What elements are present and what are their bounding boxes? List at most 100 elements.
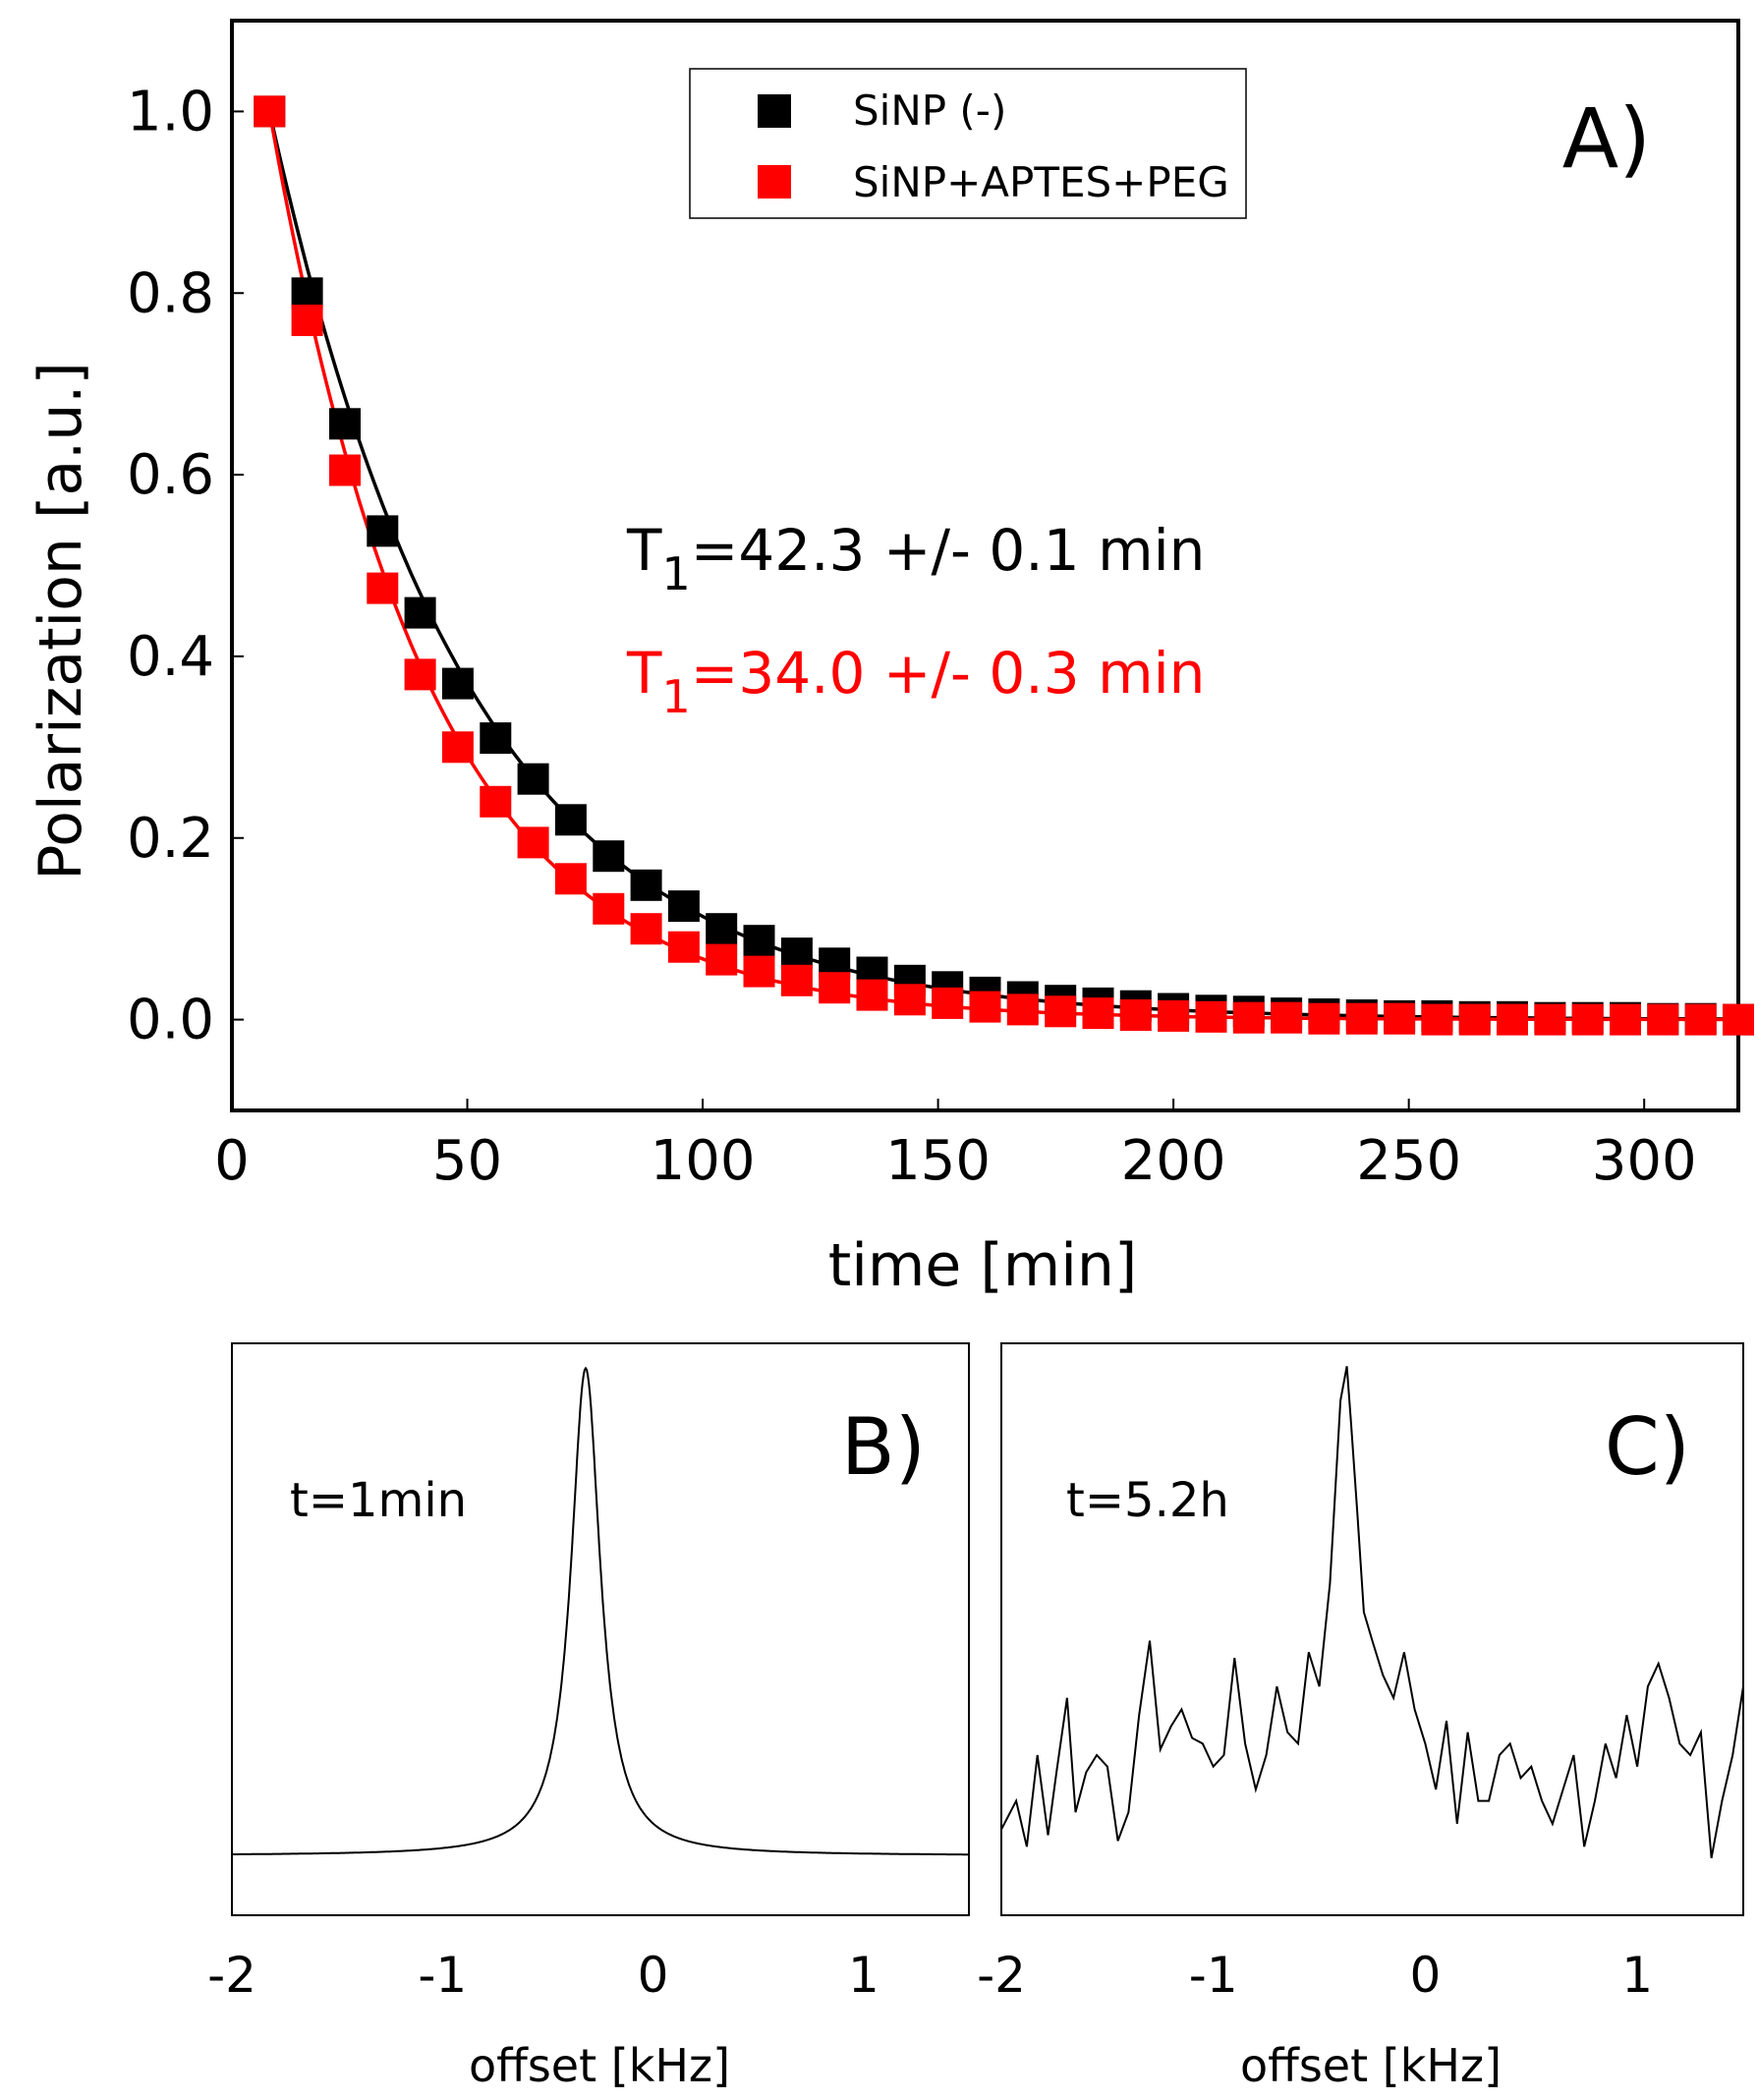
x-tick-label-a: 50 [432,1129,502,1193]
data-point [329,454,361,486]
x-axis-label-a: time [min] [828,1231,1138,1300]
data-point [367,515,399,547]
data-point [780,937,813,970]
y-tick-label-a: 0.4 [127,625,214,689]
data-point [743,955,775,988]
data-point [593,840,625,873]
data-point [1647,1003,1679,1036]
data-point [1232,1001,1265,1034]
x-tick-label: -2 [977,1947,1026,2004]
t1-annotation-sinp: T1=42.3 +/- 0.1 min [626,517,1205,600]
panel-b-frame [231,1342,970,1916]
data-point [932,987,964,1019]
x-tick-label: -2 [207,1947,256,2004]
panel-label-a: A) [1562,90,1651,187]
data-point [1534,1003,1566,1036]
data-point [743,925,775,957]
x-tick-label: 1 [1621,1947,1653,2004]
panel-b-ticks: -2 -1 0 1 [207,1947,879,2004]
data-point [780,964,813,996]
panel-label-c: C) [1605,1401,1690,1493]
legend: SiNP (-) SiNP+APTES+PEG [689,68,1247,219]
data-point [1384,1002,1416,1035]
y-tick-label-a: 1.0 [127,80,214,143]
legend-label-sinp: SiNP (-) [853,86,1006,135]
data-point [706,913,738,945]
x-tick-label-a: 0 [214,1129,250,1193]
points-series-1 [254,95,1754,1036]
data-point [1045,995,1077,1028]
data-point [291,305,323,336]
annotation-b: t=1min [290,1473,467,1528]
data-point [329,408,361,440]
y-axis-label-a: Polarization [a.u.] [27,362,95,880]
data-point [1421,1003,1453,1036]
data-point [1271,1001,1303,1034]
panel-c: -2 -1 0 1 t=5.2h C) offset [kHz] [977,1342,1744,2092]
data-point [254,95,286,128]
data-point [1684,1003,1717,1036]
data-point [480,722,512,755]
data-point [1458,1003,1491,1036]
spectrum-line-c [1000,1366,1744,1858]
panel-a: 0 50 100 150 200 250 300 0.0 0.2 0.4 0.6 0.8 1.0 tim… [27,19,1754,1300]
x-tick-label: 0 [638,1947,669,2004]
x-axis-label-b: offset [kHz] [469,2039,730,2092]
legend-label-sinp-aptes-peg: SiNP+APTES+PEG [853,158,1229,206]
data-point [441,667,474,700]
data-point [1195,1000,1227,1033]
annotation-c: t=5.2h [1066,1473,1229,1528]
data-point [1006,993,1039,1026]
x-tick-label: 0 [1410,1947,1442,2004]
x-tick-label-a: 100 [651,1129,756,1193]
panel-a-data-points [254,95,1754,1036]
y-tick-label-a: 0.2 [127,807,214,871]
panel-c-ticks: -2 -1 0 1 [977,1947,1653,2004]
x-tick-label-a: 250 [1356,1129,1461,1193]
fit-curve-1 [267,111,1738,1022]
x-axis-label-c: offset [kHz] [1240,2039,1502,2092]
data-point [1308,1002,1340,1035]
legend-marker-sinp-aptes-peg [758,165,791,199]
panel-a-ticks: 0 50 100 150 200 250 300 0.0 0.2 0.4 0.6 0.8 1.0 [127,80,1697,1193]
data-point [1119,999,1152,1031]
data-point [441,731,474,764]
data-point [856,979,888,1011]
x-tick-label-a: 300 [1592,1129,1697,1193]
data-point [517,826,549,859]
x-tick-label: -1 [1189,1947,1238,2004]
panel-a-frame [230,19,1740,1112]
data-point [667,931,700,963]
data-point [1082,997,1114,1030]
data-point [819,972,851,1004]
t1-annotation-sinp-aptes-peg: T1=34.0 +/- 0.3 min [626,640,1205,723]
data-point [969,991,1001,1023]
data-point [404,596,436,629]
data-point [1610,1003,1641,1036]
data-point [1345,1002,1378,1035]
data-point [667,890,700,923]
data-point [404,658,436,691]
legend-marker-sinp [758,94,791,128]
panel-b: -2 -1 0 1 t=1min B) offset [kHz] [207,1342,970,2092]
y-tick-label-a: 0.8 [127,261,214,325]
x-tick-label-a: 200 [1121,1129,1226,1193]
panel-a-fit-curves [267,111,1738,1022]
spectrum-line-b [232,1366,969,1856]
data-point [630,913,662,945]
panel-label-b: B) [841,1401,926,1493]
data-point [706,943,738,976]
x-tick-label: 1 [848,1947,879,2004]
data-point [554,863,587,895]
data-point [893,984,926,1016]
data-point [517,763,549,795]
data-point [593,892,625,925]
y-tick-label-a: 0.0 [127,989,214,1052]
data-point [1158,999,1190,1032]
x-tick-label: -1 [418,1947,467,2004]
data-point [291,277,323,310]
data-point [554,804,587,836]
x-tick-label-a: 150 [885,1129,991,1193]
panel-c-frame [1000,1342,1744,1916]
